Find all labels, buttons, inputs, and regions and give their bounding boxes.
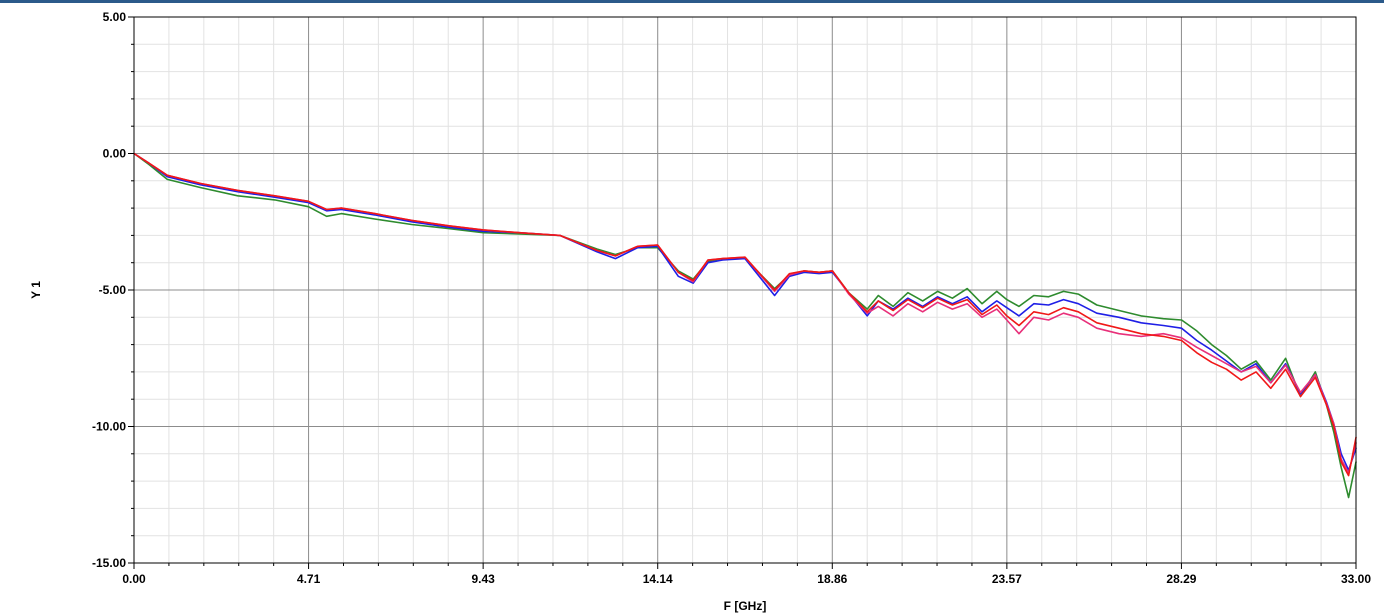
x-tick-label: 28.29 (1166, 572, 1196, 586)
y-axis-title: Y 1 (29, 281, 43, 299)
x-axis-title: F [GHz] (724, 599, 767, 613)
y-tick-label: 0.00 (103, 147, 127, 161)
y-tick-label: -10.00 (92, 420, 126, 434)
x-tick-label: 14.14 (643, 572, 673, 586)
series-line-1 (133, 152, 1357, 499)
y-tick-label: -5.00 (99, 283, 127, 297)
x-tick-label: 9.43 (471, 572, 495, 586)
x-axis-ticks: 0.00 4.71 9.43 14.14 18.86 23.57 28.29 33.00 (122, 563, 1371, 586)
x-tick-label: 23.57 (992, 572, 1022, 586)
y-tick-label: 5.00 (103, 10, 127, 24)
y-tick-label: -15.00 (92, 556, 126, 570)
y-axis-ticks: 5.00 0.00 -5.00 -10.00 -15.00 (92, 10, 134, 570)
x-tick-label: 33.00 (1341, 572, 1371, 586)
series-line-2 (133, 152, 1357, 472)
major-grid (134, 17, 1356, 563)
series-layer (133, 152, 1357, 499)
x-tick-label: 4.71 (297, 572, 321, 586)
x-tick-label: 18.86 (817, 572, 847, 586)
x-tick-label: 0.00 (122, 572, 146, 586)
series-line-4 (133, 152, 1357, 477)
window-top-border (0, 0, 1384, 3)
